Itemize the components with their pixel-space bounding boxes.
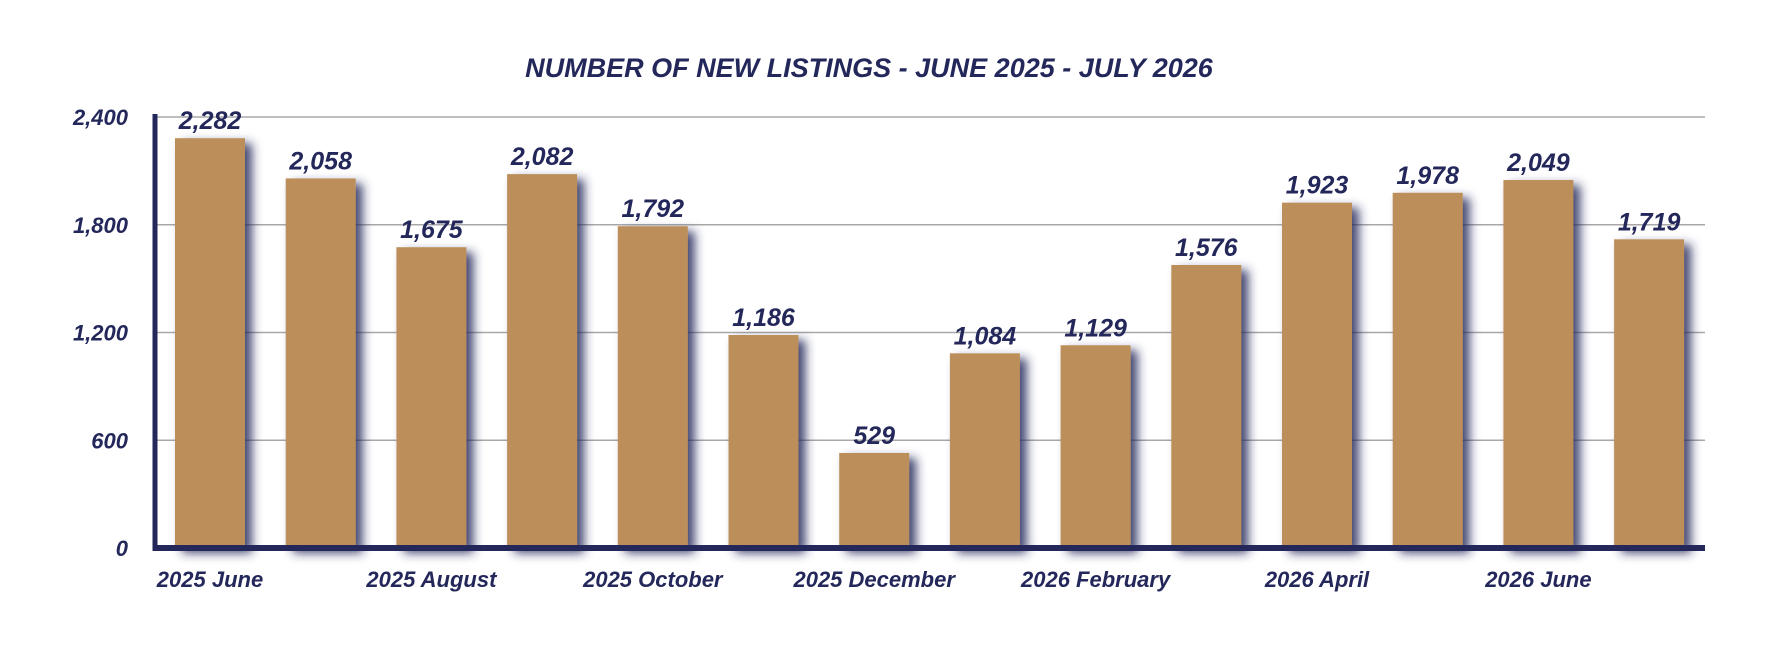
x-tick-label: 2025 December xyxy=(792,567,956,592)
bar-value-label: 1,576 xyxy=(1175,234,1239,262)
bar-value-label: 1,084 xyxy=(954,322,1017,350)
bar-value-label: 1,978 xyxy=(1396,162,1459,190)
chart-title: NUMBER OF NEW LISTINGS - JUNE 2025 - JUL… xyxy=(525,53,1214,83)
y-tick-label: 0 xyxy=(116,536,129,561)
y-tick-label: 1,200 xyxy=(73,321,129,346)
x-axis-tick-labels: 2025 June 2025 August 2025 October 2025 Dec… xyxy=(156,567,1592,592)
y-tick-label: 2,400 xyxy=(72,105,129,130)
bar xyxy=(617,226,688,549)
bar-value-label: 1,129 xyxy=(1064,314,1127,342)
bar-value-label: 2,049 xyxy=(1506,149,1570,177)
y-axis-tick-labels: 0 600 1,200 1,800 2,400 xyxy=(72,105,129,561)
bar xyxy=(1614,239,1685,548)
bar-value-label: 2,082 xyxy=(510,143,574,171)
x-tick-label: 2025 August xyxy=(365,567,498,592)
bar-value-labels: 2,282 2,058 1,675 2,082 1,792 1,186 529 1,084 1,… xyxy=(178,107,1681,450)
y-tick-label: 1,800 xyxy=(73,213,129,238)
bar-value-label: 1,675 xyxy=(400,216,464,244)
bar xyxy=(1060,345,1131,548)
bar-value-label: 1,792 xyxy=(622,195,685,223)
bar xyxy=(1503,180,1574,548)
gridlines xyxy=(155,116,1705,441)
bar-value-label: 529 xyxy=(853,422,895,450)
bar-value-label: 2,282 xyxy=(178,107,242,135)
bar xyxy=(839,453,910,548)
x-tick-label: 2025 June xyxy=(156,567,263,592)
bar xyxy=(1282,202,1352,548)
x-tick-label: 2026 April xyxy=(1264,567,1370,592)
bar xyxy=(396,247,467,548)
bar xyxy=(728,335,799,548)
y-tick-label: 600 xyxy=(91,428,128,453)
bar-value-label: 1,923 xyxy=(1286,172,1349,200)
bar xyxy=(1392,192,1463,548)
bar xyxy=(507,174,578,549)
bar-value-label: 1,186 xyxy=(732,304,796,332)
bar xyxy=(175,138,245,548)
bar xyxy=(285,178,356,549)
bar-value-label: 1,719 xyxy=(1618,208,1681,236)
bar-value-label: 2,058 xyxy=(288,147,352,175)
x-tick-label: 2026 February xyxy=(1020,567,1172,592)
x-tick-label: 2026 June xyxy=(1484,567,1591,592)
axes xyxy=(152,114,1705,551)
x-tick-label: 2025 October xyxy=(582,567,724,592)
bar xyxy=(1171,264,1242,548)
bars xyxy=(175,138,1685,549)
bar xyxy=(949,353,1020,548)
